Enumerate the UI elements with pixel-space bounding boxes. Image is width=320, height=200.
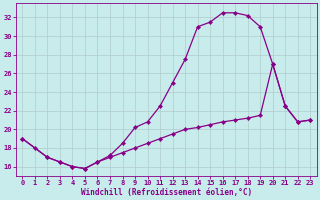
X-axis label: Windchill (Refroidissement éolien,°C): Windchill (Refroidissement éolien,°C) <box>81 188 252 197</box>
